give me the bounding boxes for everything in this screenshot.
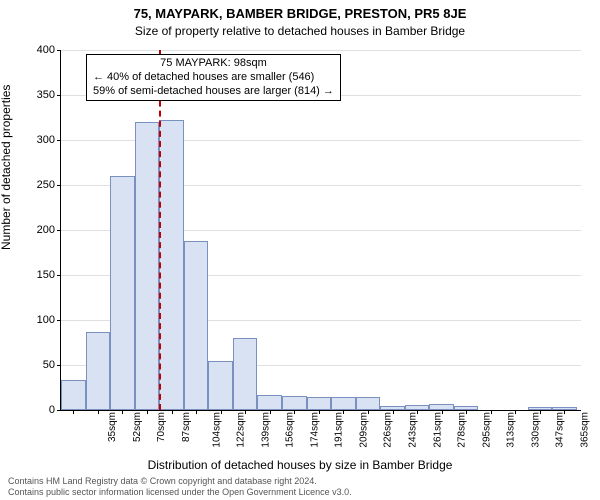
xtick-label: 122sqm (236, 412, 247, 448)
histogram-bar (159, 120, 184, 410)
annotation-line-3: 59% of semi-detached houses are larger (… (93, 85, 334, 99)
footer-line-2: Contains public sector information licen… (8, 487, 352, 498)
xtick-mark (319, 410, 320, 414)
reference-line (159, 50, 161, 410)
histogram-bar (61, 380, 86, 410)
xtick-mark (491, 410, 492, 414)
xtick-mark (147, 410, 148, 414)
histogram-bar (356, 397, 381, 411)
xtick-mark (172, 410, 173, 414)
x-axis-label: Distribution of detached houses by size … (0, 458, 600, 472)
annotation-line-2: ← 40% of detached houses are smaller (54… (93, 71, 334, 85)
ytick-label: 0 (49, 404, 55, 416)
xtick-label: 313sqm (506, 412, 517, 448)
histogram-bar (110, 176, 135, 410)
xtick-label: 174sqm (309, 412, 320, 448)
xtick-label: 365sqm (579, 412, 590, 448)
histogram-bar (257, 395, 282, 410)
footer-line-1: Contains HM Land Registry data © Crown c… (8, 476, 352, 487)
xtick-mark (122, 410, 123, 414)
histogram-bar (233, 338, 258, 410)
xtick-label: 156sqm (285, 412, 296, 448)
xtick-label: 191sqm (334, 412, 345, 448)
ytick-label: 200 (37, 224, 55, 236)
y-axis-label: Number of detached properties (0, 85, 13, 250)
xtick-label: 35sqm (107, 412, 118, 442)
xtick-label: 52sqm (132, 412, 143, 442)
ytick-label: 250 (37, 179, 55, 191)
xtick-label: 243sqm (408, 412, 419, 448)
gridline (61, 50, 581, 51)
ytick-mark (57, 320, 61, 321)
plot-area: 05010015020025030035040035sqm52sqm70sqm8… (60, 50, 581, 411)
ytick-label: 300 (37, 134, 55, 146)
xtick-label: 295sqm (481, 412, 492, 448)
xtick-mark (221, 410, 222, 414)
xtick-mark (540, 410, 541, 414)
footer-attribution: Contains HM Land Registry data © Crown c… (8, 476, 352, 498)
ytick-mark (57, 95, 61, 96)
histogram-bar (184, 241, 209, 410)
xtick-label: 209sqm (358, 412, 369, 448)
xtick-label: 104sqm (211, 412, 222, 448)
xtick-mark (515, 410, 516, 414)
ytick-mark (57, 140, 61, 141)
xtick-label: 139sqm (260, 412, 271, 448)
ytick-mark (57, 365, 61, 366)
xtick-label: 87sqm (181, 412, 192, 442)
ytick-mark (57, 275, 61, 276)
annotation-box: 75 MAYPARK: 98sqm← 40% of detached house… (86, 54, 341, 101)
histogram-bar (282, 396, 307, 410)
xtick-label: 347sqm (555, 412, 566, 448)
histogram-bar (208, 361, 233, 411)
ytick-label: 50 (43, 359, 55, 371)
xtick-mark (196, 410, 197, 414)
ytick-label: 400 (37, 44, 55, 56)
histogram-bar (307, 397, 332, 410)
chart-title-sub: Size of property relative to detached ho… (0, 24, 600, 38)
xtick-label: 278sqm (457, 412, 468, 448)
annotation-line-1: 75 MAYPARK: 98sqm (93, 57, 334, 71)
xtick-mark (466, 410, 467, 414)
xtick-label: 261sqm (432, 412, 443, 448)
xtick-mark (98, 410, 99, 414)
histogram-bar (135, 122, 160, 410)
histogram-bar (86, 332, 111, 410)
ytick-mark (57, 410, 61, 411)
ytick-label: 100 (37, 314, 55, 326)
xtick-mark (343, 410, 344, 414)
xtick-label: 226sqm (383, 412, 394, 448)
ytick-mark (57, 230, 61, 231)
ytick-label: 350 (37, 89, 55, 101)
xtick-label: 70sqm (156, 412, 167, 442)
xtick-label: 330sqm (530, 412, 541, 448)
chart-container: 75, MAYPARK, BAMBER BRIDGE, PRESTON, PR5… (0, 0, 600, 500)
xtick-mark (245, 410, 246, 414)
xtick-mark (270, 410, 271, 414)
xtick-mark (442, 410, 443, 414)
xtick-mark (294, 410, 295, 414)
xtick-mark (73, 410, 74, 414)
ytick-mark (57, 50, 61, 51)
histogram-bar (331, 397, 356, 410)
xtick-mark (393, 410, 394, 414)
xtick-mark (564, 410, 565, 414)
ytick-mark (57, 185, 61, 186)
chart-title-main: 75, MAYPARK, BAMBER BRIDGE, PRESTON, PR5… (0, 6, 600, 21)
xtick-mark (368, 410, 369, 414)
ytick-label: 150 (37, 269, 55, 281)
xtick-mark (417, 410, 418, 414)
